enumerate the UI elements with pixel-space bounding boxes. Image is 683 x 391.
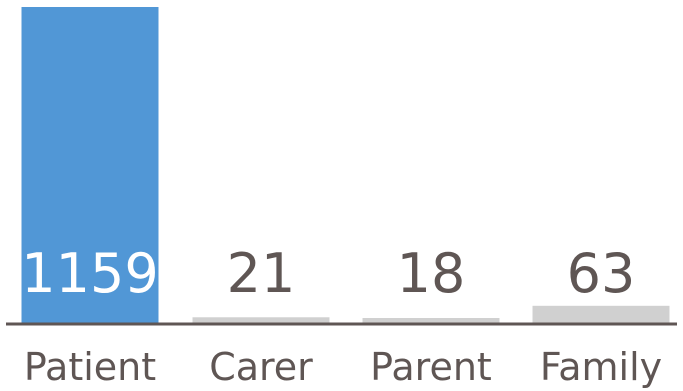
value-label-family: 63: [567, 242, 636, 305]
bar-patient: [21, 7, 159, 323]
category-label-family: Family: [540, 345, 662, 389]
category-labels-group: Patient Carer Parent Family: [24, 345, 662, 389]
bars-group: [21, 7, 670, 323]
category-label-parent: Parent: [370, 345, 492, 389]
bar-carer: [192, 317, 330, 323]
category-label-carer: Carer: [209, 345, 313, 389]
value-label-carer: 21: [227, 242, 296, 305]
bar-family: [532, 305, 670, 323]
bar-parent: [362, 318, 500, 323]
category-label-patient: Patient: [24, 345, 156, 389]
value-label-patient: 1159: [21, 242, 158, 305]
value-label-parent: 18: [397, 242, 466, 305]
value-labels-group: 1159 21 18 63: [21, 242, 635, 305]
